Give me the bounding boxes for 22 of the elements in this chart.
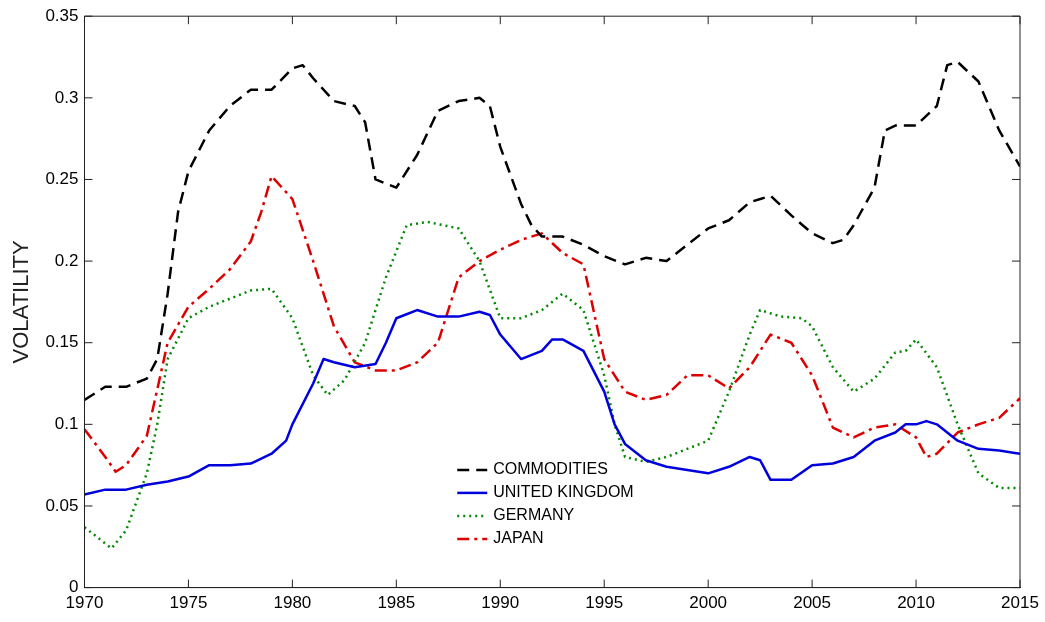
line-series: [84, 60, 1020, 402]
legend-label: JAPAN: [493, 529, 544, 547]
x-tick-label: 2000: [689, 593, 728, 613]
y-tick-label: 0.25: [45, 169, 79, 189]
x-tick-label: 1985: [377, 593, 416, 613]
x-tick-label: 2015: [1001, 593, 1039, 613]
x-tick-label: 2005: [793, 593, 832, 613]
y-tick-label: 0.05: [45, 495, 79, 515]
y-tick-label: 0.15: [45, 332, 79, 352]
x-tick-label: 1995: [585, 593, 624, 613]
legend-label: GERMANY: [493, 506, 575, 524]
x-tick-label: 1990: [481, 593, 520, 613]
x-tick-label: 1975: [169, 593, 208, 613]
y-tick-label: 0.3: [54, 87, 79, 107]
y-tick-label: 0.2: [54, 250, 79, 270]
y-tick-label: 0.35: [45, 5, 79, 25]
legend-label: COMMODITIES: [493, 460, 608, 478]
y-tick-label: 0.1: [54, 414, 79, 434]
x-tick-label: 1980: [273, 593, 312, 613]
y-axis-title: VOLATILITY: [8, 240, 34, 364]
x-tick-label: 2010: [897, 593, 935, 613]
legend-label: UNITED KINGDOM: [493, 483, 634, 501]
